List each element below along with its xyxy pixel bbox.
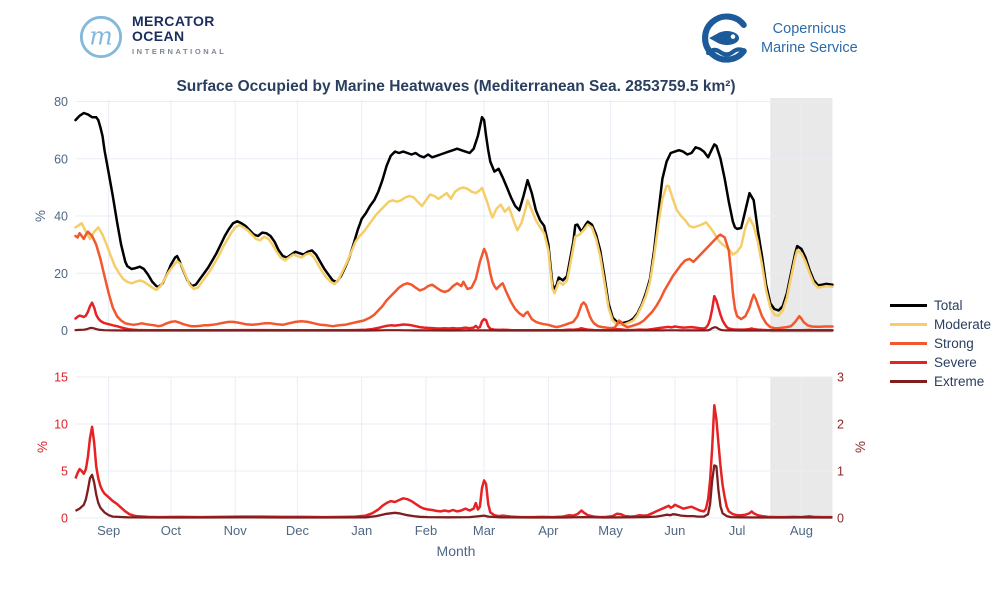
x-axis-title: Month <box>436 543 476 559</box>
legend-label-moderate: Moderate <box>934 317 992 332</box>
copernicus-logo: Copernicus Marine Service <box>695 10 858 68</box>
mercator-ocean-logo: m MERCATOR OCEAN INTERNATIONAL <box>78 14 227 60</box>
legend-swatch-moderate <box>890 323 927 326</box>
legend-swatch-extreme <box>890 380 927 383</box>
svg-text:m: m <box>89 22 113 51</box>
legend-item-extreme[interactable]: Extreme <box>890 372 991 391</box>
legend-label-strong: Strong <box>934 336 974 351</box>
copernicus-line2: Marine Service <box>761 40 858 56</box>
mercator-line1: MERCATOR <box>132 13 215 29</box>
legend-swatch-strong <box>890 342 927 345</box>
month-tick-label: Feb <box>415 523 437 538</box>
legend-label-extreme: Extreme <box>934 374 985 389</box>
y-tick-main: 80 <box>54 95 68 109</box>
legend-label-total: Total <box>934 298 963 313</box>
month-tick-label: Apr <box>538 523 559 538</box>
y-tick-severe: 0 <box>61 512 68 526</box>
y-tick-main: 40 <box>54 210 68 224</box>
legend-item-strong[interactable]: Strong <box>890 334 991 353</box>
y-tick-extreme: 1 <box>837 465 844 479</box>
legend-label-severe: Severe <box>934 355 977 370</box>
copernicus-line1: Copernicus <box>772 21 847 37</box>
mercator-line3: INTERNATIONAL <box>132 47 227 56</box>
legend-item-severe[interactable]: Severe <box>890 353 991 372</box>
y-tick-severe: 5 <box>61 465 68 479</box>
extreme-y-axis-title: % <box>852 441 868 454</box>
main-y-axis-title: % <box>32 210 48 223</box>
month-tick-label: Jan <box>351 523 372 538</box>
series-line-main-total <box>74 111 834 325</box>
month-tick-label: Dec <box>286 523 310 538</box>
y-tick-severe: 15 <box>54 371 68 385</box>
month-tick-label: Nov <box>224 523 248 538</box>
legend: Total Moderate Strong Severe Extreme <box>890 296 991 391</box>
legend-swatch-severe <box>890 361 927 364</box>
y-tick-extreme: 0 <box>837 512 844 526</box>
series-line-main-extreme <box>74 326 834 332</box>
y-tick-severe: 10 <box>54 418 68 432</box>
month-tick-label: Jul <box>729 523 746 538</box>
month-tick-label: May <box>598 523 623 538</box>
mercator-circle-m-icon: m <box>79 15 123 59</box>
copernicus-fish-icon <box>702 13 747 63</box>
month-tick-label: Oct <box>161 523 182 538</box>
y-tick-main: 20 <box>54 267 68 281</box>
legend-item-moderate[interactable]: Moderate <box>890 315 991 334</box>
chart-title: Surface Occupied by Marine Heatwaves (Me… <box>176 78 736 95</box>
month-tick-label: Jun <box>664 523 685 538</box>
month-tick-label: Mar <box>473 523 496 538</box>
copernicus-logo-text: Copernicus Marine Service <box>761 20 858 58</box>
month-tick-label: Sep <box>97 523 120 538</box>
mercator-line2: OCEAN <box>132 28 185 44</box>
month-tick-label: Aug <box>790 523 813 538</box>
y-tick-main: 60 <box>54 152 68 166</box>
y-tick-extreme: 3 <box>837 371 844 385</box>
y-tick-extreme: 2 <box>837 418 844 432</box>
y-tick-main: 0 <box>61 324 68 338</box>
severe-y-axis-title: % <box>34 441 50 454</box>
legend-swatch-total <box>890 304 927 307</box>
mercator-logo-text: MERCATOR OCEAN INTERNATIONAL <box>132 13 227 57</box>
series-line-main-strong <box>74 230 834 330</box>
series-line-main-moderate <box>74 184 834 327</box>
series-line-extreme <box>74 464 833 519</box>
legend-item-total[interactable]: Total <box>890 296 991 315</box>
